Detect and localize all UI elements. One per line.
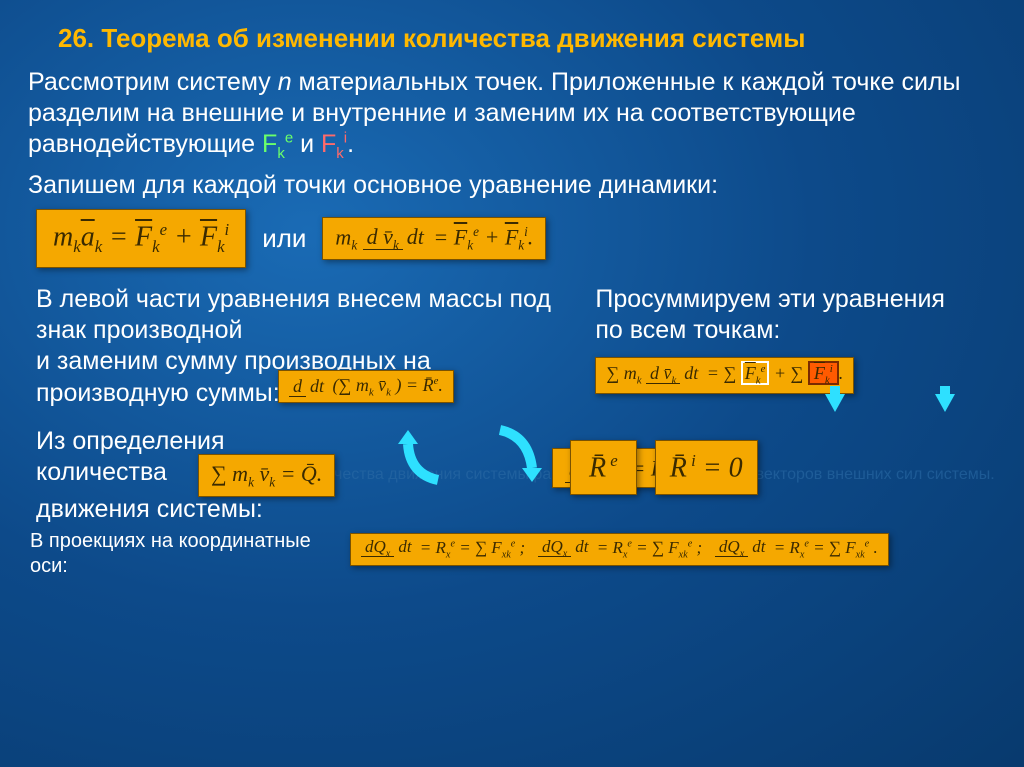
- right-text-block: Просуммируем эти уравнения по всем точка…: [595, 284, 994, 424]
- formula-re: R̄ e: [570, 440, 637, 495]
- formula-sum: ∑ mk d v̄kdt = ∑ Fke + ∑ Fki.: [595, 357, 854, 393]
- slide-title: 26. Теорема об изменении количества движ…: [0, 0, 1024, 63]
- formula-newton-2: mk d v̄kdt = Fke + Fki.: [322, 217, 546, 261]
- paragraph-1: Рассмотрим систему n материальных точек.…: [0, 63, 1024, 166]
- formula-projections: dQxdt = Rxe = ∑ Fxke ; dQxdt = Rxe = ∑ F…: [350, 533, 889, 565]
- formula-ri-zero: R̄ i = 0: [655, 440, 758, 495]
- equation-row-1: mkak = Fke + Fki или mk d v̄kdt = Fke + …: [0, 203, 1024, 274]
- projection-row: В проекциях на координатные оси: dQxdt =…: [0, 527, 1024, 581]
- formula-newton-1: mkak = Fke + Fki: [36, 209, 246, 268]
- section-2: В левой части уравнения внесем массы под…: [0, 274, 1024, 426]
- or-text: или: [262, 223, 306, 254]
- def-text-c: движения системы:: [0, 490, 1024, 525]
- paragraph-2: Запишем для каждой точки основное уравне…: [0, 166, 1024, 203]
- formula-ddt-sum: ddt (∑ mk v̄k ) = R̄e.: [278, 370, 454, 404]
